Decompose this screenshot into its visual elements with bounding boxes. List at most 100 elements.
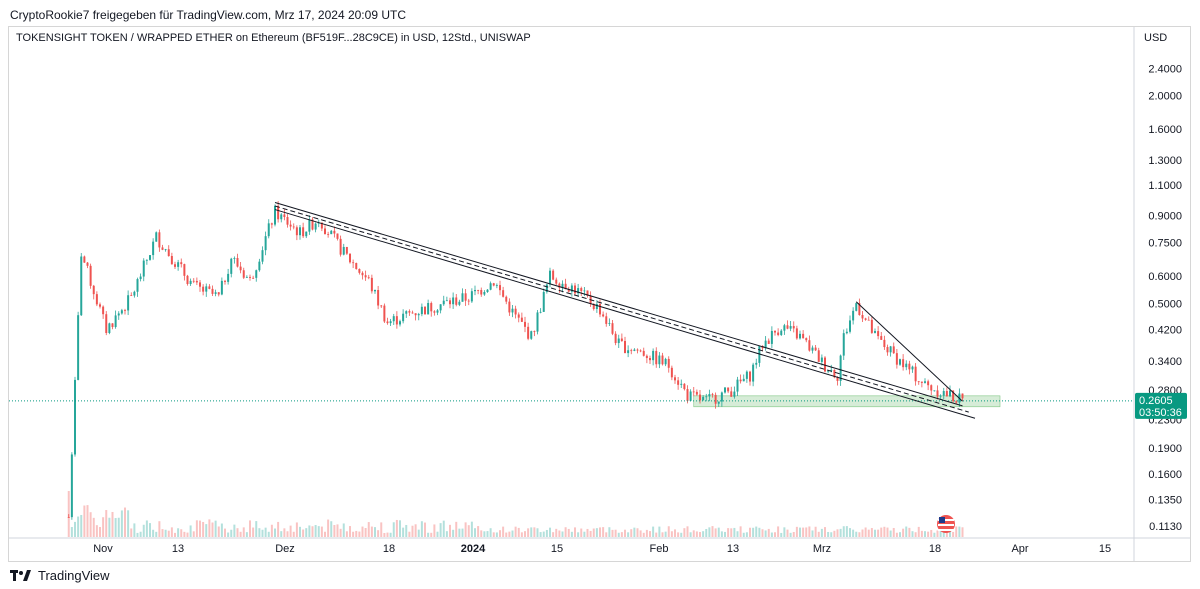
- volume-bar: [730, 528, 733, 537]
- volume-bar: [720, 531, 723, 537]
- candle-body: [620, 338, 623, 341]
- volume-bar: [805, 527, 808, 537]
- candle-body: [83, 256, 86, 263]
- candle-body: [192, 280, 195, 282]
- candle-body: [214, 292, 217, 294]
- candle-body: [505, 296, 508, 302]
- candle-body: [636, 349, 639, 351]
- candle-body: [74, 379, 76, 455]
- candle-body: [458, 301, 461, 305]
- currency-label[interactable]: USD: [1144, 32, 1168, 44]
- candle-body: [180, 262, 183, 265]
- candle-body: [692, 391, 695, 393]
- candle-body: [311, 219, 314, 230]
- volume-bar: [442, 520, 445, 537]
- y-tick-label: 0.6000: [1148, 271, 1182, 283]
- candle-body: [786, 325, 789, 329]
- candle-body: [630, 350, 633, 352]
- candle-body: [461, 293, 464, 302]
- candle-body: [267, 223, 270, 237]
- channel-upper-line: [274, 202, 963, 407]
- volume-bar: [614, 529, 617, 537]
- volume-bar: [180, 529, 183, 537]
- volume-bar: [717, 527, 720, 537]
- candle-body: [599, 304, 601, 315]
- candle-body: [80, 256, 83, 316]
- volume-bar: [914, 532, 917, 537]
- volume-bar: [227, 532, 230, 537]
- candle-body: [733, 391, 736, 397]
- volume-bar: [877, 529, 880, 537]
- volume-bar: [199, 520, 201, 537]
- volume-bar: [330, 521, 333, 537]
- volume-bar: [808, 526, 811, 537]
- candle-body: [195, 280, 198, 283]
- volume-bar: [799, 527, 801, 537]
- volume-bar: [711, 526, 714, 537]
- volume-bar: [958, 526, 961, 537]
- candle-body: [880, 336, 883, 340]
- volume-bar: [127, 510, 130, 537]
- volume-bar: [114, 518, 117, 537]
- volume-bar: [902, 528, 905, 537]
- candle-body: [242, 270, 245, 278]
- candle-body: [508, 301, 511, 313]
- candle-body: [930, 385, 933, 391]
- volume-bar: [758, 527, 761, 537]
- tradingview-logo[interactable]: TradingView: [10, 568, 110, 583]
- candle-body: [283, 214, 286, 218]
- y-tick-label: 0.7500: [1148, 238, 1182, 250]
- volume-bar: [633, 527, 636, 537]
- candle-body: [239, 266, 242, 271]
- volume-bar: [833, 530, 836, 537]
- candle-body: [661, 355, 664, 365]
- volume-bar: [508, 531, 511, 537]
- candle-body: [892, 346, 895, 354]
- volume-bar: [577, 532, 580, 537]
- price-tag: [1135, 392, 1187, 419]
- volume-bar: [230, 529, 233, 537]
- candle-body: [367, 277, 370, 279]
- candle-body: [430, 303, 433, 312]
- volume-bar: [530, 527, 533, 537]
- volume-bar: [545, 529, 548, 537]
- candle-body: [777, 332, 780, 335]
- candle-body: [664, 358, 667, 365]
- volume-bar: [255, 521, 258, 537]
- candle-body: [570, 285, 573, 292]
- volume-bar: [774, 532, 776, 537]
- volume-bar: [242, 527, 245, 537]
- volume-bar: [749, 527, 751, 537]
- volume-bar: [933, 532, 936, 537]
- volume-bar: [355, 530, 358, 537]
- volume-bar: [149, 523, 151, 537]
- candle-body: [824, 357, 826, 372]
- volume-bar: [874, 529, 876, 537]
- volume-bar: [492, 532, 495, 537]
- volume-bar: [424, 522, 426, 537]
- candle-body: [364, 275, 367, 278]
- candle-body: [899, 359, 901, 365]
- candle-body: [849, 320, 851, 332]
- candle-body: [361, 272, 364, 276]
- candle-body: [220, 280, 223, 295]
- volume-bar: [358, 531, 361, 537]
- flag-canton: [939, 517, 945, 523]
- volume-bar: [308, 525, 311, 537]
- flag-stripe: [938, 524, 954, 526]
- candle-body: [770, 330, 773, 344]
- candle-body: [227, 273, 230, 282]
- volume-bar: [920, 530, 923, 537]
- volume-bar: [489, 528, 492, 537]
- volume-bar: [905, 526, 908, 537]
- volume-bar: [652, 526, 655, 537]
- candle-body: [855, 303, 858, 311]
- volume-bar: [949, 529, 951, 537]
- volume-bar: [161, 529, 164, 537]
- volume-bar: [152, 529, 155, 537]
- candle-body: [424, 306, 426, 315]
- volume-bar: [464, 522, 467, 537]
- volume-bar: [608, 527, 611, 537]
- volume-bar: [99, 527, 101, 537]
